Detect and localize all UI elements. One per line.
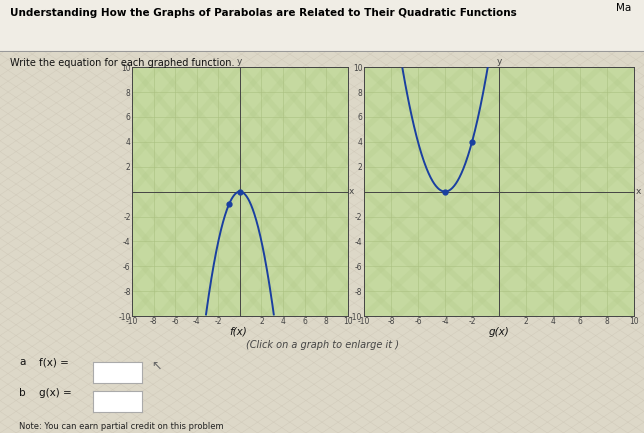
Text: Ma: Ma: [616, 3, 631, 13]
Text: f(x) =: f(x) =: [39, 357, 68, 367]
Text: a: a: [19, 357, 26, 367]
Text: Understanding How the Graphs of Parabolas are Related to Their Quadratic Functio: Understanding How the Graphs of Parabola…: [10, 8, 516, 18]
Text: y: y: [497, 57, 502, 66]
Text: f(x): f(x): [229, 327, 247, 337]
Text: g(x): g(x): [489, 327, 509, 337]
Text: g(x) =: g(x) =: [39, 388, 71, 397]
Text: (Click on a graph to enlarge it ): (Click on a graph to enlarge it ): [245, 340, 399, 350]
Text: Note: You can earn partial credit on this problem: Note: You can earn partial credit on thi…: [19, 422, 224, 431]
Text: x: x: [349, 187, 354, 196]
Text: Write the equation for each graphed function.: Write the equation for each graphed func…: [10, 58, 234, 68]
Text: ↖: ↖: [151, 359, 162, 372]
Text: y: y: [237, 57, 243, 66]
Text: b: b: [19, 388, 26, 397]
Text: x: x: [636, 187, 641, 196]
